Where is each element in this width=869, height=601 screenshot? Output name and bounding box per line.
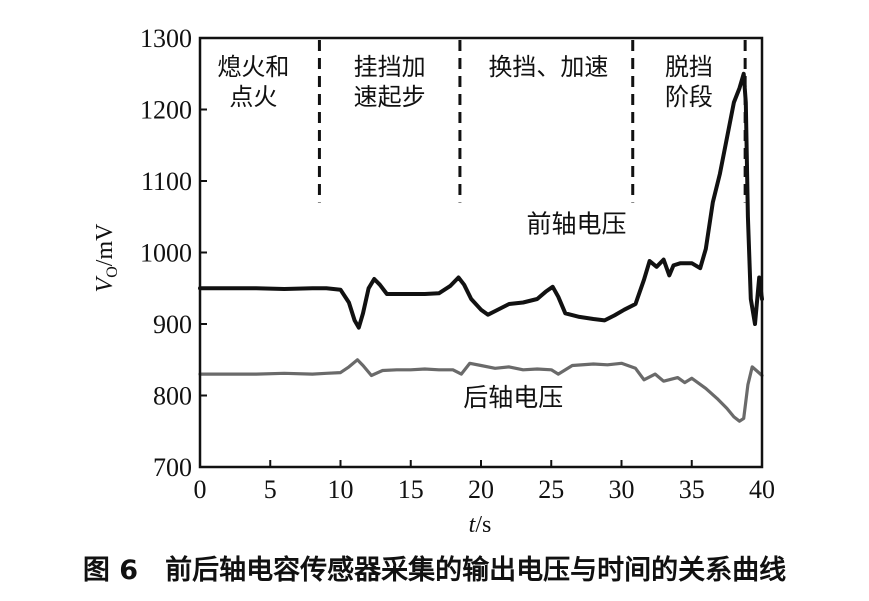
y-axis-label-symbol: V xyxy=(92,275,118,292)
y-axis-label: VO/mV xyxy=(92,223,121,293)
phase-label-1-line-1: 熄火和 xyxy=(217,53,289,81)
series-line-1 xyxy=(198,71,764,330)
y-tick-label-800: 800 xyxy=(153,382,192,411)
y-axis-label-subscript: O xyxy=(104,266,121,278)
phase-label-2-line-1: 挂挡加 xyxy=(354,53,426,81)
y-tick-label-1000: 1000 xyxy=(140,239,192,268)
y-tick-label-900: 900 xyxy=(153,310,192,339)
series-label-1: 前轴电压 xyxy=(527,209,627,238)
axes: 0 5 10 15 20 25 30 35 40 700 800 900 1000 1100 1200 130… xyxy=(140,24,775,504)
y-tick-label-1200: 1200 xyxy=(140,96,192,125)
x-axis-label-symbol: t xyxy=(469,512,477,538)
y-tick-label-700: 700 xyxy=(153,453,192,482)
x-tick-label-0: 0 xyxy=(194,475,207,504)
x-tick-label-40: 40 xyxy=(749,475,775,504)
phase-label-3: 换挡、加速 xyxy=(488,53,608,81)
phase-label-4-line-2: 阶段 xyxy=(665,83,713,111)
figure-caption: 图 6 前后轴电容传感器采集的输出电压与时间的关系曲线 xyxy=(82,555,787,586)
phase-label-2-line-2: 速起步 xyxy=(354,83,426,111)
x-tick-label-30: 30 xyxy=(609,475,635,504)
x-axis-label-unit: /s xyxy=(475,512,491,538)
phase-label-2: 挂挡加速起步 xyxy=(354,53,426,111)
phase-label-3-line-1: 换挡、加速 xyxy=(488,53,608,81)
phase-label-1-line-2: 点火 xyxy=(229,83,277,111)
x-tick-label-5: 5 xyxy=(264,475,277,504)
x-tick-label-35: 35 xyxy=(679,475,705,504)
x-tick-label-20: 20 xyxy=(468,475,494,504)
y-axis-label-unit: /mV xyxy=(92,223,118,266)
series-label-2: 后轴电压 xyxy=(463,383,563,412)
x-tick-label-15: 15 xyxy=(398,475,424,504)
x-tick-label-10: 10 xyxy=(328,475,354,504)
x-tick-label-25: 25 xyxy=(538,475,564,504)
phase-label-4-line-1: 脱挡 xyxy=(665,53,713,81)
phase-label-1: 熄火和点火 xyxy=(217,53,289,111)
y-tick-label-1100: 1100 xyxy=(141,167,192,196)
y-tick-label-1300: 1300 xyxy=(140,24,192,53)
phase-label-4: 脱挡阶段 xyxy=(665,53,713,111)
series-line-2 xyxy=(198,358,764,423)
x-axis-label: t/s xyxy=(469,512,492,538)
